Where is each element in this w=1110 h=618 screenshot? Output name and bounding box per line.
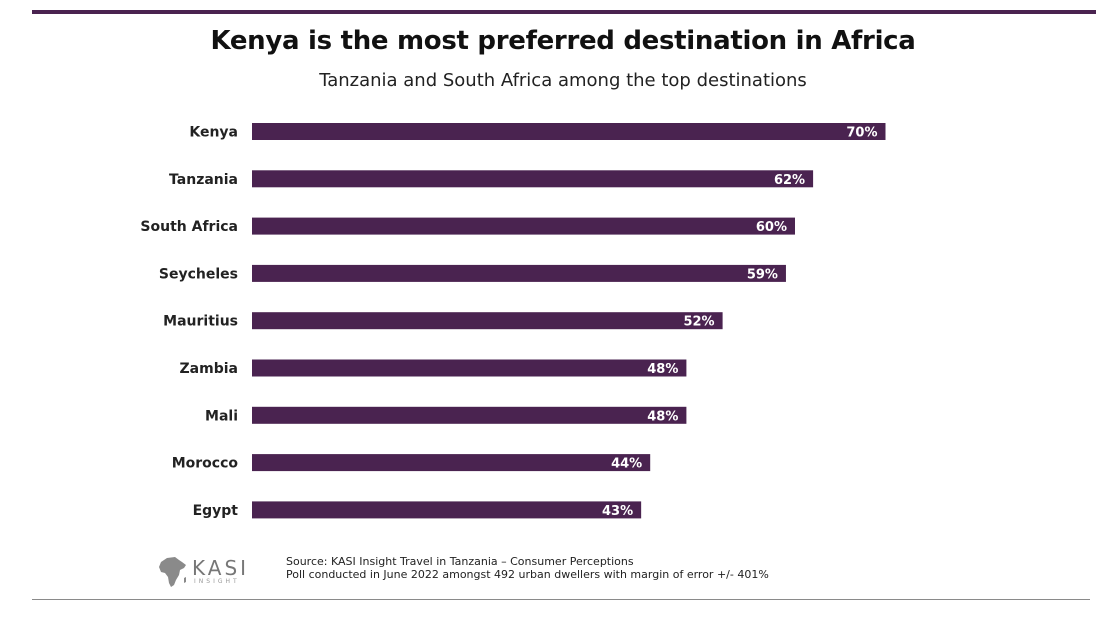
kasi-logo: KASI INSIGHT [158, 556, 268, 588]
logo-wordmark: KASI [192, 556, 250, 580]
category-label-egypt: Egypt [193, 503, 239, 519]
value-label-egypt: 43% [602, 504, 633, 519]
bar-seycheles [252, 264, 786, 282]
value-label-morocco: 44% [611, 457, 642, 472]
category-label-seycheles: Seycheles [159, 266, 238, 282]
value-label-mali: 48% [647, 409, 678, 424]
value-label-tanzania: 62% [774, 173, 805, 188]
bar-tanzania [252, 170, 814, 188]
chart-subtitle: Tanzania and South Africa among the top … [319, 70, 807, 91]
category-label-kenya: Kenya [189, 125, 238, 141]
value-label-south-africa: 60% [756, 220, 787, 235]
bar-mauritius [252, 312, 723, 330]
bottom-rule [32, 599, 1090, 600]
category-label-south-africa: South Africa [140, 219, 238, 235]
africa-map-icon [159, 557, 186, 587]
bar-zambia [252, 359, 687, 377]
chart-title: Kenya is the most preferred destination … [210, 26, 916, 56]
category-label-mauritius: Mauritius [163, 314, 238, 330]
category-label-zambia: Zambia [180, 361, 238, 377]
source-note: Source: KASI Insight Travel in Tanzania … [286, 555, 886, 581]
bar-morocco [252, 454, 651, 472]
bar-mali [252, 406, 687, 424]
category-label-mali: Mali [205, 408, 238, 424]
category-label-morocco: Morocco [172, 456, 239, 472]
bar-egypt [252, 501, 642, 519]
logo-subtext: INSIGHT [194, 578, 240, 585]
category-label-tanzania: Tanzania [169, 172, 238, 188]
bar-south-africa [252, 217, 795, 235]
value-label-kenya: 70% [846, 126, 877, 141]
source-line: Source: KASI Insight Travel in Tanzania … [286, 555, 634, 568]
value-label-mauritius: 52% [683, 315, 714, 330]
value-label-zambia: 48% [647, 362, 678, 377]
poll-line: Poll conducted in June 2022 amongst 492 … [286, 568, 769, 581]
bar-kenya [252, 123, 886, 140]
value-label-seycheles: 59% [747, 267, 778, 282]
top-rule [32, 10, 1096, 14]
